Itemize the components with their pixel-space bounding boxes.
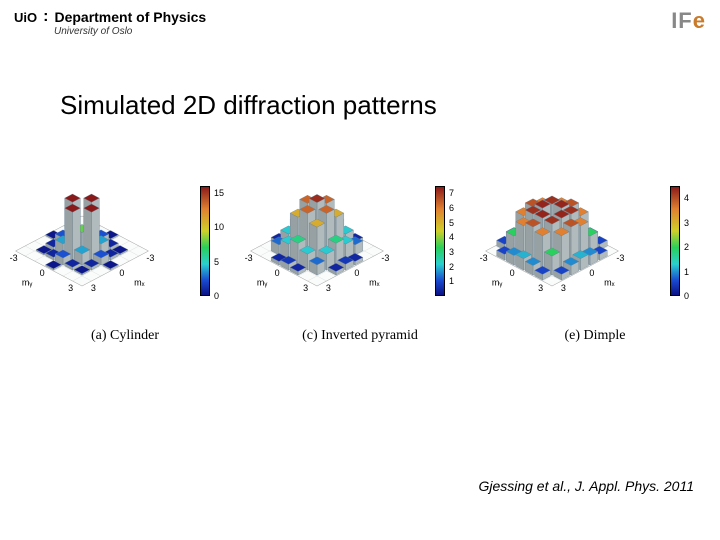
svg-text:-3: -3 <box>616 253 624 263</box>
panel-cylinder: 05101520D [%]-3-30033mᵧmₓ 051015 (a) Cyl… <box>10 178 240 358</box>
svg-text:-3: -3 <box>245 253 253 263</box>
charts-row: 05101520D [%]-3-30033mᵧmₓ 051015 (a) Cyl… <box>10 178 710 358</box>
panel-inverted-pyramid: 02468D [%]-3-30033mᵧmₓ 1234567 (c) Inver… <box>245 178 475 358</box>
svg-text:3: 3 <box>538 283 543 293</box>
caption-cylinder: (a) Cylinder <box>10 328 240 344</box>
department-label: Department of Physics <box>54 9 206 25</box>
uio-logo: UiO <box>14 10 37 25</box>
svg-text:mᵧ: mᵧ <box>257 278 267 288</box>
header: UiO : Department of Physics <box>14 8 206 26</box>
separator-icon: : <box>43 8 48 26</box>
svg-text:mᵧ: mᵧ <box>22 278 32 288</box>
page-title: Simulated 2D diffraction patterns <box>60 90 437 121</box>
caption-dimple: (e) Dimple <box>480 328 710 344</box>
plot-dimple: 0246D [%]-3-30033mᵧmₓ <box>480 178 660 318</box>
svg-text:3: 3 <box>326 283 331 293</box>
svg-text:mₓ: mₓ <box>369 278 379 288</box>
panel-dimple: 0246D [%]-3-30033mᵧmₓ 01234 (e) Dimple <box>480 178 710 358</box>
plot-inverted-pyramid: 02468D [%]-3-30033mᵧmₓ <box>245 178 425 318</box>
svg-text:3: 3 <box>91 283 96 293</box>
plot-cylinder: 05101520D [%]-3-30033mᵧmₓ <box>10 178 190 318</box>
colorbar-dimple: 01234 <box>670 186 698 316</box>
svg-text:3: 3 <box>68 283 73 293</box>
citation: Gjessing et al., J. Appl. Phys. 2011 <box>478 478 694 494</box>
svg-text:3: 3 <box>561 283 566 293</box>
svg-text:-3: -3 <box>10 253 18 263</box>
svg-text:0: 0 <box>589 268 594 278</box>
svg-text:0: 0 <box>510 268 515 278</box>
svg-text:0: 0 <box>354 268 359 278</box>
svg-text:-3: -3 <box>146 253 154 263</box>
svg-text:mₓ: mₓ <box>604 278 614 288</box>
colorbar-inverted-pyramid: 1234567 <box>435 186 463 316</box>
svg-text:0: 0 <box>119 268 124 278</box>
colorbar-cylinder: 051015 <box>200 186 228 316</box>
ife-logo: IFe <box>671 8 706 34</box>
svg-text:mₓ: mₓ <box>134 278 144 288</box>
university-label: University of Oslo <box>54 26 132 37</box>
caption-inverted-pyramid: (c) Inverted pyramid <box>245 328 475 344</box>
svg-text:-3: -3 <box>480 253 488 263</box>
svg-text:0: 0 <box>275 268 280 278</box>
svg-text:mᵧ: mᵧ <box>492 278 502 288</box>
svg-text:-3: -3 <box>381 253 389 263</box>
svg-text:0: 0 <box>40 268 45 278</box>
svg-text:3: 3 <box>303 283 308 293</box>
